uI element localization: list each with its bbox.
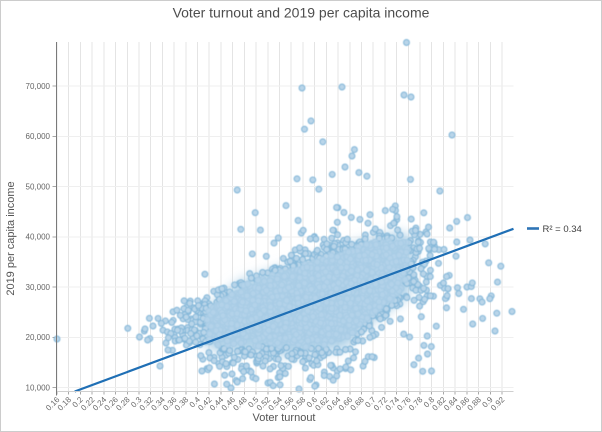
svg-text:20,000: 20,000 — [26, 333, 51, 342]
svg-text:60,000: 60,000 — [26, 132, 51, 141]
svg-text:70,000: 70,000 — [26, 82, 51, 91]
svg-text:10,000: 10,000 — [26, 383, 51, 392]
svg-text:2019 per capita income: 2019 per capita income — [5, 181, 17, 295]
svg-text:Voter turnout: Voter turnout — [253, 412, 316, 424]
svg-text:40,000: 40,000 — [26, 233, 51, 242]
svg-text:50,000: 50,000 — [26, 182, 51, 191]
svg-text:Voter turnout and 2019 per cap: Voter turnout and 2019 per capita income — [173, 5, 430, 21]
svg-text:R² = 0.34: R² = 0.34 — [543, 224, 582, 235]
svg-text:30,000: 30,000 — [26, 283, 51, 292]
